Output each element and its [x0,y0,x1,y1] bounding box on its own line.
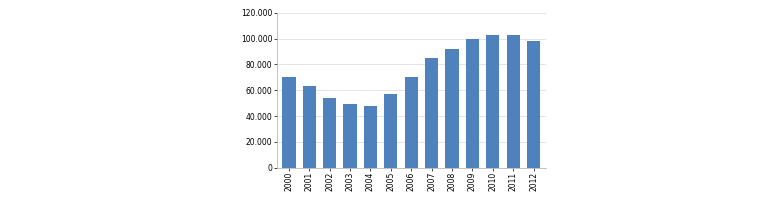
Bar [465,39,479,168]
Bar [302,86,316,168]
Bar [527,41,540,168]
Bar [364,106,377,168]
Bar [506,35,520,168]
Bar [405,77,418,168]
Bar [323,98,337,168]
Bar [343,104,357,168]
Bar [486,35,500,168]
Bar [282,77,296,168]
Bar [446,49,459,168]
Bar [384,94,397,168]
Bar [425,58,438,168]
